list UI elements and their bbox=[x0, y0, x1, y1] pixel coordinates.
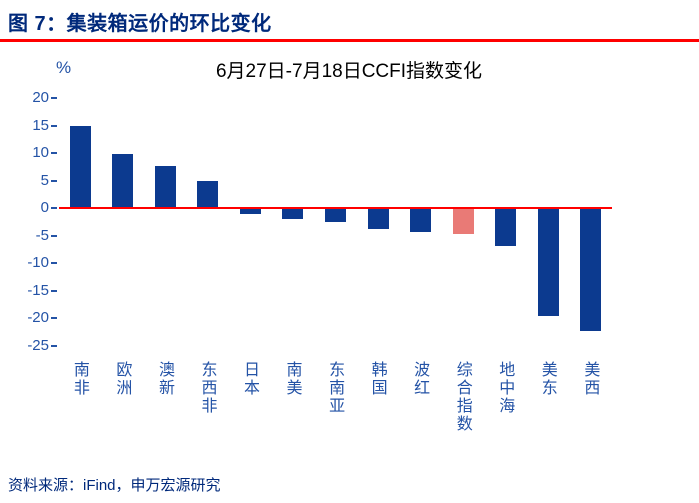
bar-欧洲 bbox=[112, 153, 134, 208]
x-axis-label: 韩国 bbox=[368, 360, 386, 397]
x-axis-label: 综合指数 bbox=[453, 360, 471, 433]
x-axis-label: 美西 bbox=[581, 360, 599, 397]
bar-南美 bbox=[282, 208, 304, 219]
zero-axis-line bbox=[59, 207, 612, 209]
bar-美东 bbox=[537, 208, 559, 316]
figure-title: 图 7：集装箱运价的环比变化 bbox=[8, 13, 272, 35]
bar-chart: % 6月27日-7月18日CCFI指数变化 20 15 10 5 0 -5 -10 -15 -2… bbox=[4, 56, 694, 452]
y-tick-mark bbox=[51, 152, 57, 154]
y-tick-mark bbox=[51, 317, 57, 319]
y-tick-label: 5 bbox=[40, 171, 49, 189]
chart-title-row: % 6月27日-7月18日CCFI指数变化 bbox=[4, 56, 694, 84]
x-axis-label: 日本 bbox=[241, 360, 259, 397]
title-underline bbox=[0, 39, 699, 42]
y-tick-label: 0 bbox=[40, 199, 49, 216]
y-tick-label: -20 bbox=[27, 309, 49, 326]
bar-韩国 bbox=[367, 208, 389, 230]
x-axis-label: 东南亚 bbox=[326, 360, 344, 415]
y-tick-label: -15 bbox=[27, 281, 49, 299]
y-tick-mark bbox=[51, 97, 57, 99]
y-tick-mark bbox=[51, 344, 57, 347]
x-axis-label: 波红 bbox=[411, 360, 429, 397]
bar-澳新 bbox=[154, 166, 176, 208]
x-axis-label: 地中海 bbox=[496, 360, 514, 415]
bar-日本 bbox=[239, 208, 261, 214]
x-axis-label: 南美 bbox=[283, 360, 301, 397]
y-tick-mark bbox=[51, 262, 57, 264]
y-tick-label: 10 bbox=[32, 144, 49, 161]
y-tick-label: -25 bbox=[27, 336, 49, 354]
y-tick-label: 20 bbox=[32, 89, 49, 106]
bar-综合指数 bbox=[452, 208, 474, 235]
plot-area: 20 15 10 5 0 -5 -10 -15 -20 -25 南非 欧洲 澳新 东西非 日本 南美 东南亚 韩国… bbox=[4, 84, 684, 452]
bar-东南亚 bbox=[325, 208, 346, 222]
bar-地中海 bbox=[495, 208, 517, 246]
source-note: 资料来源：iFind，申万宏源研究 bbox=[8, 477, 221, 494]
y-tick-label: -10 bbox=[27, 254, 49, 271]
bar-波红 bbox=[410, 208, 432, 232]
x-axis-label: 东西非 bbox=[198, 360, 216, 415]
x-axis-label: 欧洲 bbox=[113, 360, 131, 397]
x-axis-label: 美东 bbox=[538, 360, 556, 397]
bar-南非 bbox=[69, 125, 91, 208]
y-tick-mark bbox=[51, 289, 57, 292]
y-tick-mark bbox=[51, 179, 57, 182]
chart-title: 6月27日-7月18日CCFI指数变化 bbox=[215, 61, 483, 82]
bar-东西非 bbox=[197, 180, 219, 208]
y-tick-mark bbox=[51, 234, 57, 237]
x-axis-label: 澳新 bbox=[155, 360, 173, 397]
y-tick-label: 15 bbox=[32, 116, 49, 134]
x-axis-label: 南非 bbox=[70, 360, 88, 397]
y-tick-mark bbox=[51, 207, 57, 209]
y-tick-mark bbox=[51, 124, 57, 127]
y-axis-unit-label: % bbox=[56, 58, 72, 77]
y-tick-label: -5 bbox=[35, 226, 49, 244]
bar-美西 bbox=[580, 208, 602, 331]
